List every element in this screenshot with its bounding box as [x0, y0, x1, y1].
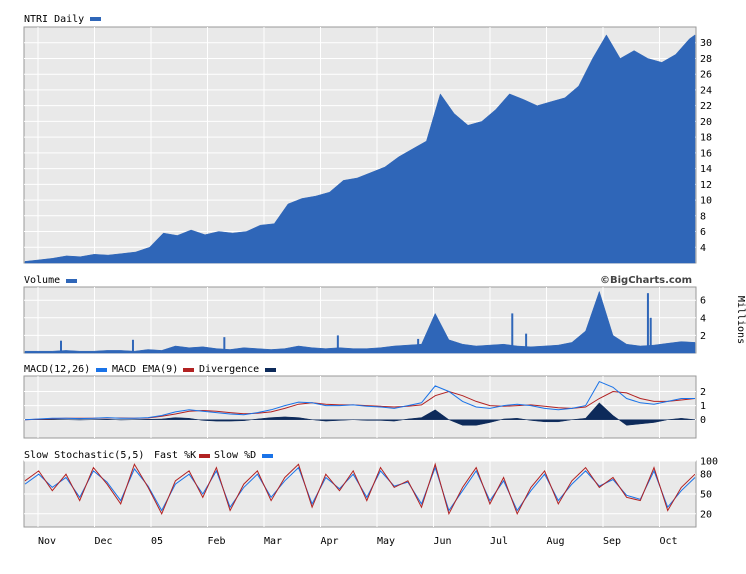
fast-k-legend-label: Fast %K — [154, 450, 196, 461]
ema-legend-swatch — [183, 368, 194, 372]
x-tick-label: Sep — [603, 536, 621, 547]
price-y-tick: 16 — [700, 148, 712, 159]
x-tick-label: Apr — [321, 536, 339, 547]
ema-legend-label: MACD EMA(9) — [112, 364, 178, 375]
x-tick-label: Dec — [95, 536, 113, 547]
volume-title: Volume — [24, 275, 60, 286]
divergence-legend-label: Divergence — [199, 364, 259, 375]
x-tick-label: Nov — [38, 536, 56, 547]
x-tick-label: May — [377, 536, 395, 547]
price-y-tick: 4 — [700, 243, 706, 254]
volume-area — [24, 290, 696, 354]
x-tick-labels: Nov Dec 05 Feb Mar Apr May Jun Jul Aug Sep Oct — [38, 536, 678, 547]
volume-area-series — [24, 290, 696, 354]
x-tick-label: 05 — [151, 536, 163, 547]
price-y-tick: 18 — [700, 133, 712, 144]
stochastic-series — [24, 462, 696, 516]
price-title: NTRI Daily — [24, 14, 84, 25]
price-area-series — [24, 34, 696, 264]
fast-k-legend-swatch — [199, 454, 210, 458]
price-y-tick: 10 — [700, 196, 712, 207]
x-tick-label: Mar — [264, 536, 282, 547]
volume-y-tick: 2 — [700, 331, 706, 342]
stoch-y-tick: 20 — [700, 509, 712, 520]
x-tick-label: Jun — [434, 536, 452, 547]
fast-k-line — [24, 462, 696, 516]
x-tick-label: Aug — [547, 536, 565, 547]
price-y-tick: 22 — [700, 101, 712, 112]
volume-axis-label: Millions — [735, 296, 746, 344]
watermark: ©BigCharts.com — [600, 275, 692, 286]
price-y-tick: 8 — [700, 211, 706, 222]
price-y-tick: 6 — [700, 227, 706, 238]
volume-y-tick: 4 — [700, 313, 706, 324]
price-y-tick: 26 — [700, 70, 712, 81]
price-y-tick: 14 — [700, 164, 712, 175]
price-area — [24, 34, 696, 264]
divergence-legend-swatch — [265, 368, 276, 372]
macd-legend-swatch — [96, 368, 107, 372]
price-y-tick: 24 — [700, 85, 712, 96]
divergence-area — [24, 402, 696, 426]
price-y-tick: 12 — [700, 180, 712, 191]
macd-y-tick: 2 — [700, 387, 706, 398]
stochastic-title: Slow Stochastic(5,5) — [24, 450, 144, 461]
price-y-tick: 20 — [700, 117, 712, 128]
price-y-tick: 28 — [700, 54, 712, 65]
x-tick-label: Oct — [660, 536, 678, 547]
slow-d-legend-label: Slow %D — [214, 450, 256, 461]
volume-y-tick: 6 — [700, 296, 706, 307]
macd-y-tick: 1 — [700, 401, 706, 412]
volume-legend-swatch — [66, 279, 77, 283]
stoch-y-tick: 100 — [700, 457, 718, 468]
x-tick-label: Jul — [490, 536, 508, 547]
macd-legend-label: MACD(12,26) — [24, 364, 90, 375]
macd-series — [24, 380, 696, 426]
slow-d-legend-swatch — [262, 454, 273, 458]
macd-panel-bg — [23, 375, 697, 439]
macd-line — [24, 380, 695, 421]
macd-y-tick: 0 — [700, 415, 706, 426]
stoch-y-tick: 80 — [700, 470, 712, 481]
price-y-tick: 30 — [700, 38, 712, 49]
stoch-y-tick: 50 — [700, 490, 712, 501]
x-tick-label: Feb — [208, 536, 226, 547]
price-legend-swatch — [90, 17, 101, 21]
